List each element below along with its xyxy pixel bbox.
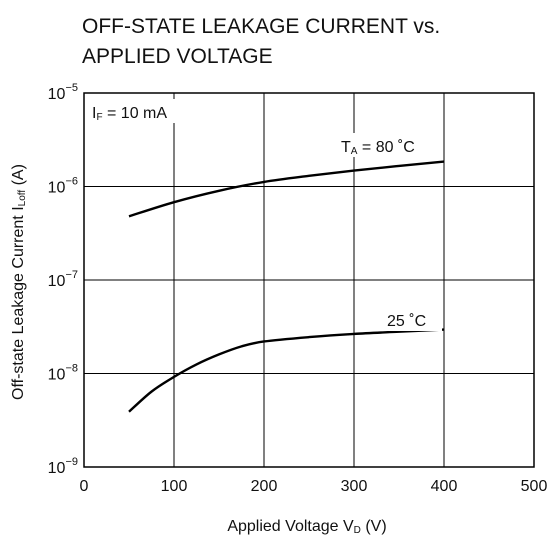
y-tick-label-3: 10−6: [48, 176, 78, 197]
x-tick-label-100: 100: [161, 478, 188, 495]
series-label-25c: 25 ˚C: [387, 313, 426, 330]
x-axis-label: Applied Voltage VD (V): [227, 518, 386, 536]
y-axis-ticks: 10−9 10−8 10−7 10−6 10−5: [48, 82, 78, 477]
condition-label-background: [88, 99, 200, 123]
chart-title-line-1: OFF-STATE LEAKAGE CURRENT vs.: [82, 15, 440, 38]
series-line-0: [128, 160, 445, 218]
series-label-80c-background: [338, 133, 442, 157]
y-tick-label-1: 10−8: [48, 363, 78, 384]
series-label-25c-background: [384, 307, 442, 331]
series-line-1: [128, 328, 445, 413]
grid-lines: [84, 93, 534, 467]
condition-label: IF = 10 mA: [92, 105, 167, 123]
x-tick-label-400: 400: [431, 478, 458, 495]
x-tick-label-500: 500: [521, 478, 548, 495]
x-tick-label-0: 0: [80, 478, 89, 495]
data-curves: [128, 160, 445, 413]
y-axis-label: Off-state Leakage Current ILoff (A): [10, 164, 28, 400]
series-label-80c: TA = 80 ˚C: [341, 139, 415, 157]
y-tick-label-0: 10−9: [48, 456, 78, 477]
x-axis-ticks: 0 100 200 300 400 500: [80, 478, 548, 495]
y-tick-label-4: 10−5: [48, 82, 78, 103]
plot-frame: [83, 92, 535, 468]
chart-title-line-2: APPLIED VOLTAGE: [82, 45, 273, 68]
y-tick-label-2: 10−7: [48, 269, 78, 290]
x-tick-label-200: 200: [251, 478, 278, 495]
x-tick-label-300: 300: [341, 478, 368, 495]
